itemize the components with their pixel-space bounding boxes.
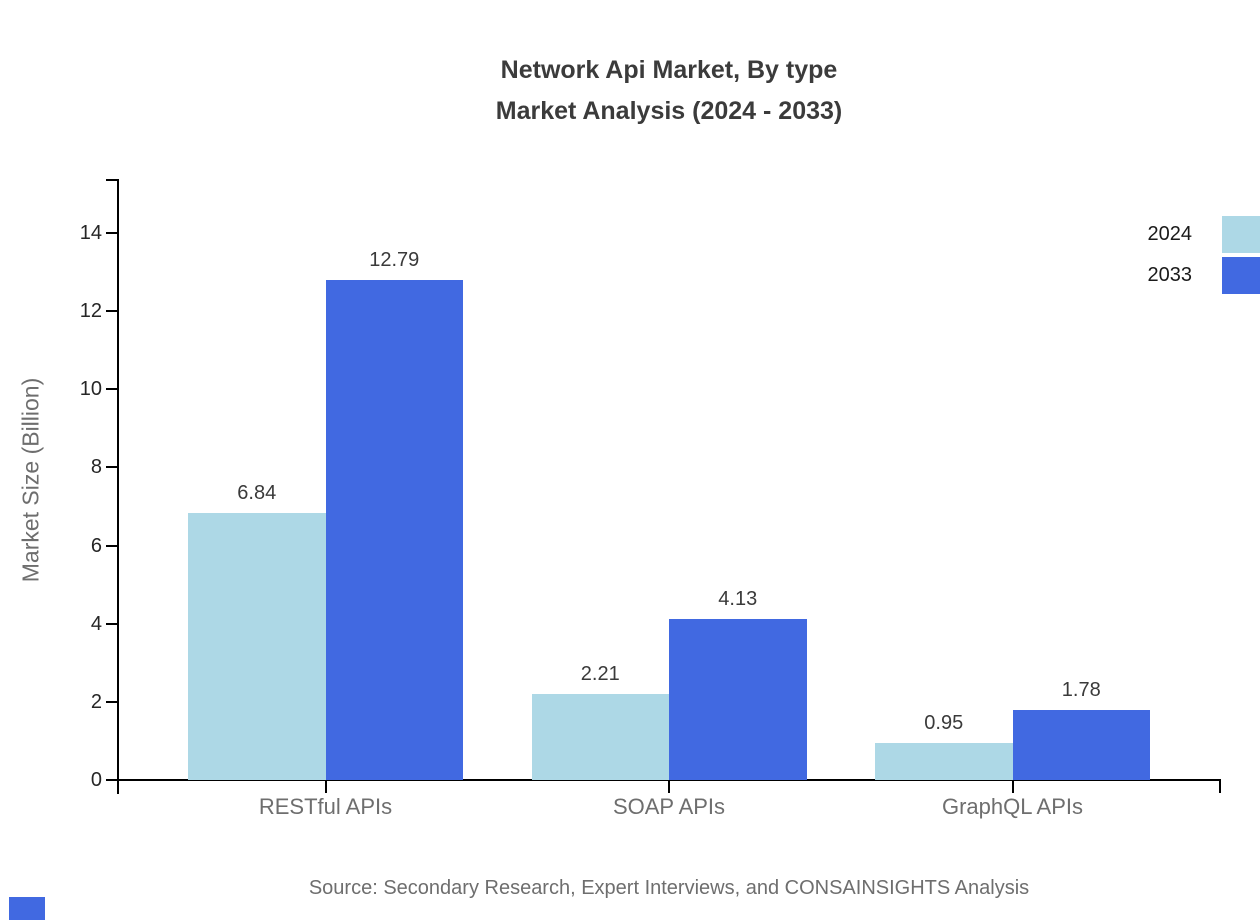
chart-title-line1: Network Api Market, By type bbox=[500, 56, 838, 84]
x-axis-end-tick bbox=[1219, 779, 1221, 793]
category-label-2: GraphQL APIs bbox=[941, 794, 1084, 819]
bar-2033-1 bbox=[669, 618, 807, 780]
y-tick-4 bbox=[106, 622, 118, 625]
y-tick-label-8: 8 bbox=[90, 456, 102, 479]
y-axis-line bbox=[117, 179, 119, 794]
x-tick-0 bbox=[324, 780, 327, 793]
bar-2033-0 bbox=[325, 280, 463, 780]
y-tick-14 bbox=[106, 232, 118, 235]
chart-title-line2: Market Analysis (2024 - 2033) bbox=[495, 97, 843, 125]
y-tick-label-4: 4 bbox=[90, 612, 102, 635]
y-tick-label-14: 14 bbox=[79, 222, 102, 245]
legend: 2024 2033 bbox=[1148, 216, 1260, 298]
category-label-1: SOAP APIs bbox=[612, 794, 726, 819]
legend-swatch-2033 bbox=[1222, 257, 1260, 294]
source-attribution: Source: Secondary Research, Expert Inter… bbox=[308, 877, 1030, 899]
bar-2024-2 bbox=[875, 742, 1013, 780]
y-axis-top-cap bbox=[106, 179, 119, 181]
category-label-0: RESTful APIs bbox=[258, 794, 393, 819]
y-tick-0 bbox=[106, 779, 118, 781]
bar-2024-1 bbox=[531, 693, 669, 780]
legend-swatch-2024 bbox=[1222, 216, 1260, 253]
y-tick-label-6: 6 bbox=[90, 534, 102, 557]
y-tick-8 bbox=[106, 466, 118, 469]
legend-label-2033: 2033 bbox=[1147, 264, 1193, 286]
chart-title: Network Api Market, By type Market Analy… bbox=[118, 50, 1220, 132]
value-label-2033-0: 12.79 bbox=[369, 249, 420, 272]
y-tick-12 bbox=[106, 310, 118, 313]
value-label-2024-2: 0.95 bbox=[924, 711, 964, 734]
value-label-2024-0: 6.84 bbox=[237, 481, 277, 504]
legend-label-2024: 2024 bbox=[1147, 223, 1193, 245]
legend-item-2024: 2024 bbox=[1148, 216, 1260, 253]
brand-mark bbox=[9, 897, 45, 920]
y-tick-label-12: 12 bbox=[79, 300, 102, 323]
value-label-2033-2: 1.78 bbox=[1061, 679, 1101, 702]
y-tick-label-0: 0 bbox=[90, 769, 102, 791]
legend-item-2033: 2033 bbox=[1148, 257, 1260, 294]
y-tick-2 bbox=[106, 700, 118, 703]
y-tick-label-2: 2 bbox=[90, 690, 102, 713]
value-label-2024-1: 2.21 bbox=[580, 662, 620, 685]
x-tick-1 bbox=[668, 780, 670, 793]
bar-2033-2 bbox=[1012, 710, 1150, 780]
x-tick-2 bbox=[1011, 780, 1014, 793]
y-axis-title: Market Size (Billion) bbox=[17, 377, 44, 583]
y-tick-10 bbox=[106, 388, 118, 391]
y-tick-6 bbox=[106, 544, 118, 547]
bar-2024-0 bbox=[188, 512, 326, 780]
y-tick-label-10: 10 bbox=[79, 378, 102, 401]
value-label-2033-1: 4.13 bbox=[718, 587, 758, 610]
